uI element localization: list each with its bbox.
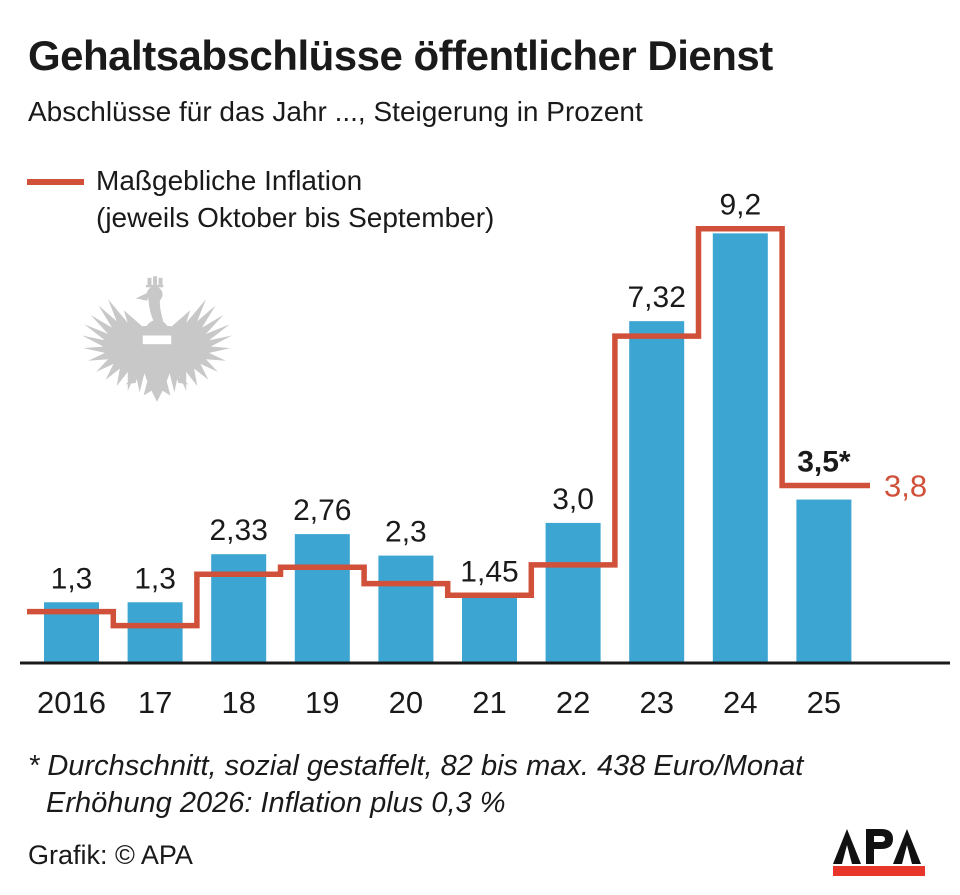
x-tick-label-18: 18 xyxy=(221,685,255,720)
legend-label-line2: (jeweils Oktober bis September) xyxy=(96,202,495,233)
credit-text: Grafik: © APA xyxy=(28,840,193,870)
bar-value-label-25: 3,5* xyxy=(797,446,851,479)
x-tick-label-24: 24 xyxy=(723,685,757,720)
apa-logo-letter-p xyxy=(866,829,893,864)
x-tick-label-20: 20 xyxy=(389,685,423,720)
bar-18 xyxy=(211,554,267,663)
footnote-line2: Erhöhung 2026: Inflation plus 0,3 % xyxy=(46,787,506,819)
bar-value-label-18: 2,33 xyxy=(210,514,268,547)
page-subtitle: Abschlüsse für das Jahr ..., Steigerung … xyxy=(28,96,643,127)
eagle-shield-white-band xyxy=(142,335,172,345)
bar-value-label-20: 2,3 xyxy=(385,516,427,549)
x-tick-label-19: 19 xyxy=(305,685,339,720)
bar-19 xyxy=(294,534,350,663)
apa-logo-red-bar xyxy=(833,866,925,876)
bar-value-label-19: 2,76 xyxy=(293,494,351,527)
footnote-line1: * Durchschnitt, sozial gestaffelt, 82 bi… xyxy=(28,750,804,782)
legend-label: Maßgebliche Inflation (jeweils Oktober b… xyxy=(96,162,494,236)
inflation-end-label: 3,8 xyxy=(884,469,927,504)
legend-line-swatch xyxy=(27,179,84,185)
apa-logo xyxy=(833,829,925,876)
austrian-eagle-watermark xyxy=(81,276,233,402)
bar-20 xyxy=(378,555,434,663)
eagle-crown xyxy=(147,277,152,285)
bar-2016 xyxy=(44,602,99,663)
bar-24 xyxy=(712,233,768,664)
bar-value-label-2016: 1,3 xyxy=(51,562,93,595)
x-tick-label-25: 25 xyxy=(807,685,841,720)
bar-21 xyxy=(462,595,517,663)
legend-label-line1: Maßgebliche Inflation xyxy=(96,165,363,196)
bar-value-label-17: 1,3 xyxy=(134,562,176,595)
x-tick-label-17: 17 xyxy=(138,685,172,720)
bar-value-label-21: 1,45 xyxy=(460,555,518,588)
bar-23 xyxy=(629,321,685,663)
bar-value-label-24: 9,2 xyxy=(719,189,761,222)
bar-value-label-23: 7,32 xyxy=(628,281,686,314)
bar-22 xyxy=(545,522,601,663)
bar-25 xyxy=(796,499,852,663)
eagle-beak xyxy=(135,292,148,301)
bar-value-label-22: 3,0 xyxy=(552,483,594,516)
x-tick-label-22: 22 xyxy=(556,685,590,720)
page-title: Gehaltsabschlüsse öffentlicher Dienst xyxy=(28,32,773,79)
x-tick-label-21: 21 xyxy=(472,685,506,720)
x-tick-label-2016: 2016 xyxy=(37,685,106,720)
bar-17 xyxy=(127,602,183,663)
x-tick-label-23: 23 xyxy=(639,685,673,720)
